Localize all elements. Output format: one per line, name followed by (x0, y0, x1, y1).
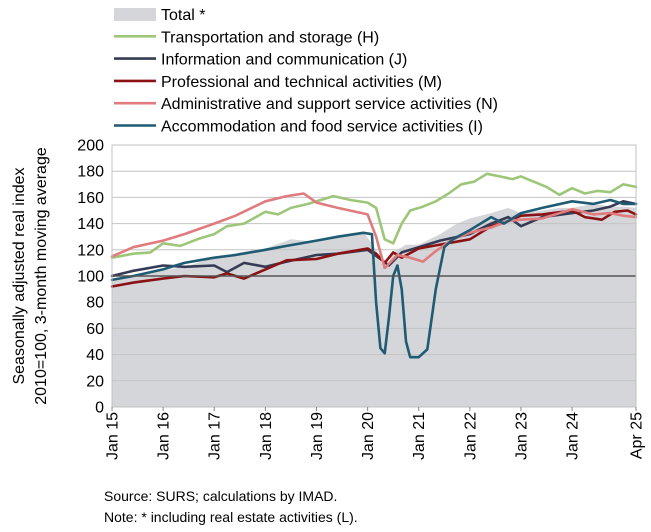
y-tick-label: 80 (86, 295, 104, 312)
legend-label: Transportation and storage (H) (161, 29, 379, 46)
legend-label: Professional and technical activities (M… (161, 74, 442, 91)
legend-label: Information and communication (J) (161, 52, 407, 69)
legend-item-information-and-communication-j: Information and communication (J) (114, 52, 407, 69)
legend-label: Accommodation and food service activitie… (161, 119, 483, 136)
series-line-professional-and-technical-activities-m (110, 209, 638, 288)
x-tick-label: Jan 17 (207, 412, 224, 460)
y-tick-label: 140 (77, 216, 104, 233)
x-tick-label: Jan 16 (156, 412, 173, 460)
y-tick-label: 60 (86, 321, 104, 338)
x-tick-label: Jan 21 (411, 412, 428, 460)
y-axis-title-line: Seasonally adjusted real index (11, 167, 28, 384)
plot-frame (111, 144, 637, 408)
series-line-accommodation-and-food-service-activities-i (110, 198, 638, 359)
x-tick-label: Jan 18 (258, 412, 275, 460)
y-tick-label: 160 (77, 190, 104, 207)
x-tick-label: Jan 15 (105, 412, 122, 460)
footnote: Note: * including real estate activities… (104, 509, 358, 525)
legend-item-accommodation-and-food-service-activities-i: Accommodation and food service activitie… (114, 119, 483, 136)
y-tick-label: 200 (77, 138, 104, 155)
series-line-transportation-and-storage-h (110, 172, 638, 259)
legend-item-transportation-and-storage-h: Transportation and storage (H) (114, 29, 379, 46)
legend-swatch (114, 8, 156, 21)
y-tick-label: 180 (77, 164, 104, 181)
x-tick-label: Jan 20 (360, 412, 377, 460)
x-tick-label: Jan 23 (514, 412, 531, 460)
plot-area (110, 144, 638, 408)
y-axis-title-line: 2010=100, 3-month moving average (33, 147, 50, 405)
y-tick-label: 40 (86, 347, 104, 364)
x-tick-label: Apr 25 (629, 412, 646, 459)
y-tick-label: 20 (86, 373, 104, 390)
series-line-administrative-and-support-service-activities-n (110, 192, 638, 270)
legend-label: Administrative and support service activ… (161, 96, 498, 113)
x-tick-label: Jan 22 (462, 412, 479, 460)
legend-item-administrative-and-support-service-activities-n: Administrative and support service activ… (114, 96, 498, 113)
x-tick-label: Jan 19 (309, 412, 326, 460)
y-tick-label: 0 (95, 400, 104, 417)
legend-item-total: Total * (114, 7, 205, 24)
legend-label: Total * (161, 7, 205, 24)
source-note: Source: SURS; calculations by IMAD. (104, 488, 338, 504)
y-tick-label: 120 (77, 242, 104, 259)
legend-item-professional-and-technical-activities-m: Professional and technical activities (M… (114, 74, 442, 91)
y-axis: 0 20 40 60 80 100 120 140 160 180 200 (77, 138, 104, 417)
y-axis-title: Seasonally adjusted real index 2010=100, … (11, 147, 50, 405)
y-tick-label: 100 (77, 269, 104, 286)
x-tick-label: Jan 24 (565, 412, 582, 460)
legend: Total * Transportation and storage (H) Inf… (114, 7, 498, 136)
x-axis: Jan 15 Jan 16 Jan 17 Jan 18 Jan 19 Jan 20 Jan … (105, 407, 646, 460)
